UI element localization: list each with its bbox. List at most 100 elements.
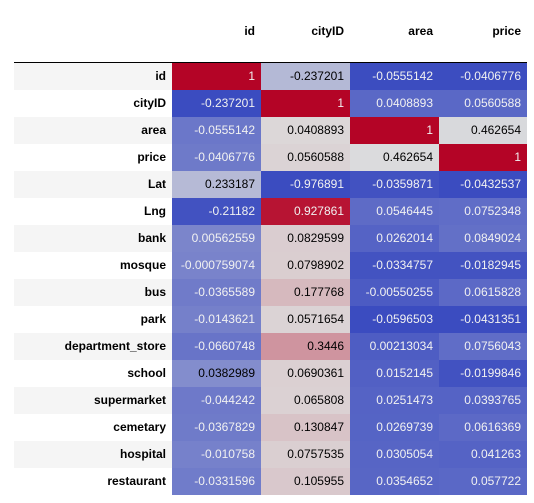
correlation-cell: 0.0615828 [439, 278, 527, 306]
row-header: id [14, 62, 172, 90]
table-row: bank 0.00562559 0.0829599 0.0262014 0.084902… [14, 224, 527, 252]
correlation-cell: -0.00550255 [350, 278, 439, 306]
correlation-table: id cityID area price id 1 -0.237201 -0.0555… [14, 0, 527, 495]
correlation-cell: 0.0571654 [261, 305, 350, 333]
table-row: mosque -0.000759074 0.0798902 -0.0334757 -0.… [14, 251, 527, 279]
correlation-cell: 0.0752348 [439, 197, 527, 225]
correlation-cell: 0.3446 [261, 332, 350, 360]
correlation-cell: 0.130847 [261, 413, 350, 441]
correlation-cell: -0.0359871 [350, 170, 439, 198]
row-header: hospital [14, 440, 172, 468]
correlation-cell: 0.0408893 [350, 89, 439, 117]
correlation-cell: -0.0334757 [350, 251, 439, 279]
correlation-cell: 0.057722 [439, 467, 527, 495]
correlation-cell: -0.0331596 [172, 467, 261, 495]
correlation-cell: 0.233187 [172, 170, 261, 198]
correlation-cell: -0.237201 [172, 89, 261, 117]
row-header: bus [14, 278, 172, 306]
row-header: cityID [14, 89, 172, 117]
table-row: bus -0.0365589 0.177768 -0.00550255 0.061582… [14, 278, 527, 306]
correlation-cell: 0.0262014 [350, 224, 439, 252]
row-header: supermarket [14, 386, 172, 414]
correlation-cell: 0.105955 [261, 467, 350, 495]
column-header-cityid: cityID [261, 0, 350, 63]
correlation-cell: 0.0849024 [439, 224, 527, 252]
correlation-cell: -0.0367829 [172, 413, 261, 441]
correlation-cell: 0.0269739 [350, 413, 439, 441]
correlation-cell: -0.0182945 [439, 251, 527, 279]
correlation-cell: -0.0406776 [172, 143, 261, 171]
table-row: park -0.0143621 0.0571654 -0.0596503 -0.0431… [14, 305, 527, 333]
table-row: supermarket -0.044242 0.065808 0.0251473 0.0… [14, 386, 527, 414]
row-header: restaurant [14, 467, 172, 495]
correlation-cell: 0.0305054 [350, 440, 439, 468]
correlation-cell: -0.0199846 [439, 359, 527, 387]
table-row: id 1 -0.237201 -0.0555142 -0.0406776 [14, 62, 527, 90]
correlation-cell: -0.237201 [261, 62, 350, 90]
correlation-cell: -0.0555142 [350, 62, 439, 90]
correlation-cell: 0.0354652 [350, 467, 439, 495]
correlation-cell: -0.976891 [261, 170, 350, 198]
correlation-cell: 0.0757535 [261, 440, 350, 468]
correlation-cell: 0.927861 [261, 197, 350, 225]
correlation-cell: 0.041263 [439, 440, 527, 468]
correlation-cell: 0.0616369 [439, 413, 527, 441]
correlation-cell: 0.0251473 [350, 386, 439, 414]
table-row: restaurant -0.0331596 0.105955 0.0354652 0.0… [14, 467, 527, 495]
row-header: mosque [14, 251, 172, 279]
row-header: cemetary [14, 413, 172, 441]
table-row: school 0.0382989 0.0690361 0.0152145 -0.0199… [14, 359, 527, 387]
correlation-cell: -0.0143621 [172, 305, 261, 333]
correlation-cell: -0.21182 [172, 197, 261, 225]
correlation-cell: 0.0393765 [439, 386, 527, 414]
correlation-cell: 0.0408893 [261, 116, 350, 144]
correlation-cell: 0.177768 [261, 278, 350, 306]
table-row: cityID -0.237201 1 0.0408893 0.0560588 [14, 89, 527, 117]
correlation-cell: 0.0829599 [261, 224, 350, 252]
correlation-cell: 0.0798902 [261, 251, 350, 279]
correlation-cell: 0.0756043 [439, 332, 527, 360]
correlation-cell: 0.0546445 [350, 197, 439, 225]
correlation-cell: 0.0382989 [172, 359, 261, 387]
correlation-cell: 1 [439, 143, 527, 171]
column-header-id: id [172, 0, 261, 63]
correlation-cell: -0.0555142 [172, 116, 261, 144]
correlation-cell: -0.0365589 [172, 278, 261, 306]
row-header: Lng [14, 197, 172, 225]
correlation-cell: -0.0406776 [439, 62, 527, 90]
table-row: area -0.0555142 0.0408893 1 0.462654 [14, 116, 527, 144]
correlation-cell: -0.0660748 [172, 332, 261, 360]
correlation-cell: 0.0560588 [261, 143, 350, 171]
correlation-cell: 0.462654 [350, 143, 439, 171]
row-header: price [14, 143, 172, 171]
correlation-cell: 0.0690361 [261, 359, 350, 387]
table-row: hospital -0.010758 0.0757535 0.0305054 0.041… [14, 440, 527, 468]
correlation-cell: -0.0431351 [439, 305, 527, 333]
table-body: id 1 -0.237201 -0.0555142 -0.0406776 cityID -0… [14, 62, 527, 495]
correlation-cell: 0.0560588 [439, 89, 527, 117]
row-header: department_store [14, 332, 172, 360]
column-header-area: area [350, 0, 439, 63]
row-header: Lat [14, 170, 172, 198]
correlation-cell: 0.00213034 [350, 332, 439, 360]
correlation-cell: -0.010758 [172, 440, 261, 468]
correlation-cell: 0.00562559 [172, 224, 261, 252]
table-row: price -0.0406776 0.0560588 0.462654 1 [14, 143, 527, 171]
table-row: cemetary -0.0367829 0.130847 0.0269739 0.061… [14, 413, 527, 441]
correlation-cell: -0.0432537 [439, 170, 527, 198]
table-row: department_store -0.0660748 0.3446 0.002130… [14, 332, 527, 360]
correlation-cell: -0.000759074 [172, 251, 261, 279]
correlation-cell: 0.462654 [439, 116, 527, 144]
row-header: bank [14, 224, 172, 252]
row-header: area [14, 116, 172, 144]
correlation-cell: -0.044242 [172, 386, 261, 414]
correlation-cell: 1 [172, 62, 261, 90]
column-header-price: price [439, 0, 527, 63]
correlation-cell: -0.0596503 [350, 305, 439, 333]
correlation-cell: 1 [350, 116, 439, 144]
header-row: id cityID area price [14, 0, 527, 63]
correlation-cell: 0.065808 [261, 386, 350, 414]
row-header: park [14, 305, 172, 333]
table-row: Lat 0.233187 -0.976891 -0.0359871 -0.0432537 [14, 170, 527, 198]
correlation-cell: 1 [261, 89, 350, 117]
